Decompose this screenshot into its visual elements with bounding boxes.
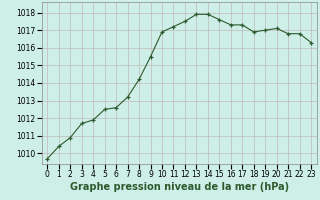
X-axis label: Graphe pression niveau de la mer (hPa): Graphe pression niveau de la mer (hPa): [70, 182, 289, 192]
